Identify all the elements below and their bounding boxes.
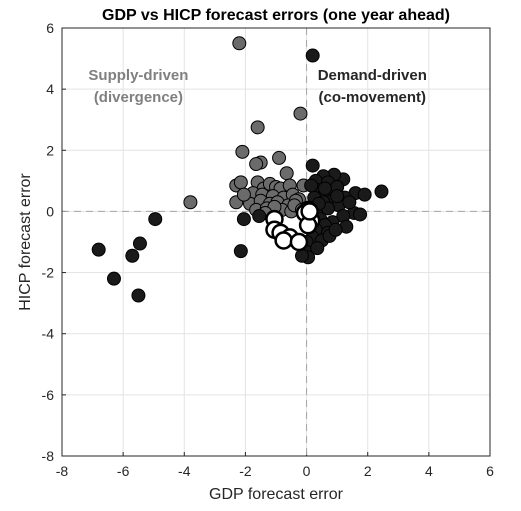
- data-point: [250, 120, 265, 135]
- data-point: [310, 241, 325, 256]
- data-point: [305, 158, 320, 173]
- data-points: [91, 36, 389, 303]
- y-axis-label: HICP forecast error: [17, 173, 34, 311]
- annotation-line: Demand-driven: [318, 67, 427, 84]
- x-tick-label: -2: [239, 463, 252, 479]
- tick-labels: -8 -6 -4 -2 0 2 4 6 -8 -6 -4 -2 0 2 4 6: [42, 20, 495, 479]
- data-point: [317, 181, 332, 196]
- data-point: [233, 244, 248, 259]
- y-tick-label: -4: [42, 326, 55, 342]
- data-point: [252, 209, 267, 224]
- data-point: [233, 175, 248, 190]
- quadrant-annotations: Supply-driven (divergence) Demand-driven (c…: [88, 67, 426, 106]
- x-tick-label: -8: [56, 463, 69, 479]
- y-tick-label: 4: [46, 81, 54, 97]
- data-point: [131, 288, 146, 303]
- data-point: [91, 242, 106, 257]
- x-tick-label: -6: [117, 463, 130, 479]
- plot-frame: [61, 27, 491, 457]
- data-point: [342, 195, 357, 210]
- data-point: [274, 231, 293, 250]
- y-tick-label: 2: [46, 142, 54, 158]
- data-point: [236, 187, 251, 202]
- data-point: [236, 212, 251, 227]
- data-point: [289, 232, 309, 252]
- data-point: [305, 48, 320, 63]
- chart-title: GDP vs HICP forecast errors (one year ah…: [102, 7, 450, 24]
- data-point: [304, 178, 319, 193]
- data-point: [330, 189, 345, 204]
- x-tick-label: 2: [364, 463, 372, 479]
- y-tick-label: -2: [42, 265, 55, 281]
- data-point: [353, 207, 368, 222]
- x-tick-label: 4: [425, 463, 433, 479]
- x-tick-label: 6: [486, 463, 494, 479]
- annotation-line: (divergence): [94, 89, 183, 106]
- y-tick-label: 6: [46, 20, 54, 36]
- data-point: [106, 271, 121, 286]
- data-point: [272, 150, 287, 165]
- data-point: [374, 184, 389, 199]
- y-tick-label: -8: [42, 448, 55, 464]
- y-tick-label: -6: [42, 387, 55, 403]
- data-point: [293, 106, 308, 121]
- data-point: [328, 222, 343, 237]
- annotation-line: Supply-driven: [88, 67, 188, 84]
- y-tick-label: 0: [46, 203, 54, 219]
- data-point: [148, 212, 163, 227]
- annotation-line: (co-movement): [319, 89, 427, 106]
- x-tick-label: -4: [178, 463, 191, 479]
- data-point: [183, 195, 198, 210]
- data-point: [279, 166, 294, 181]
- data-point: [232, 36, 247, 51]
- data-point: [294, 248, 309, 263]
- series-2: [265, 200, 321, 252]
- data-point: [249, 157, 264, 172]
- x-axis-label: GDP forecast error: [209, 486, 344, 503]
- data-point: [300, 202, 319, 221]
- x-tick-label: 0: [303, 463, 311, 479]
- data-point: [357, 187, 372, 202]
- data-point: [235, 144, 250, 159]
- data-point: [132, 236, 147, 251]
- data-point: [125, 248, 140, 263]
